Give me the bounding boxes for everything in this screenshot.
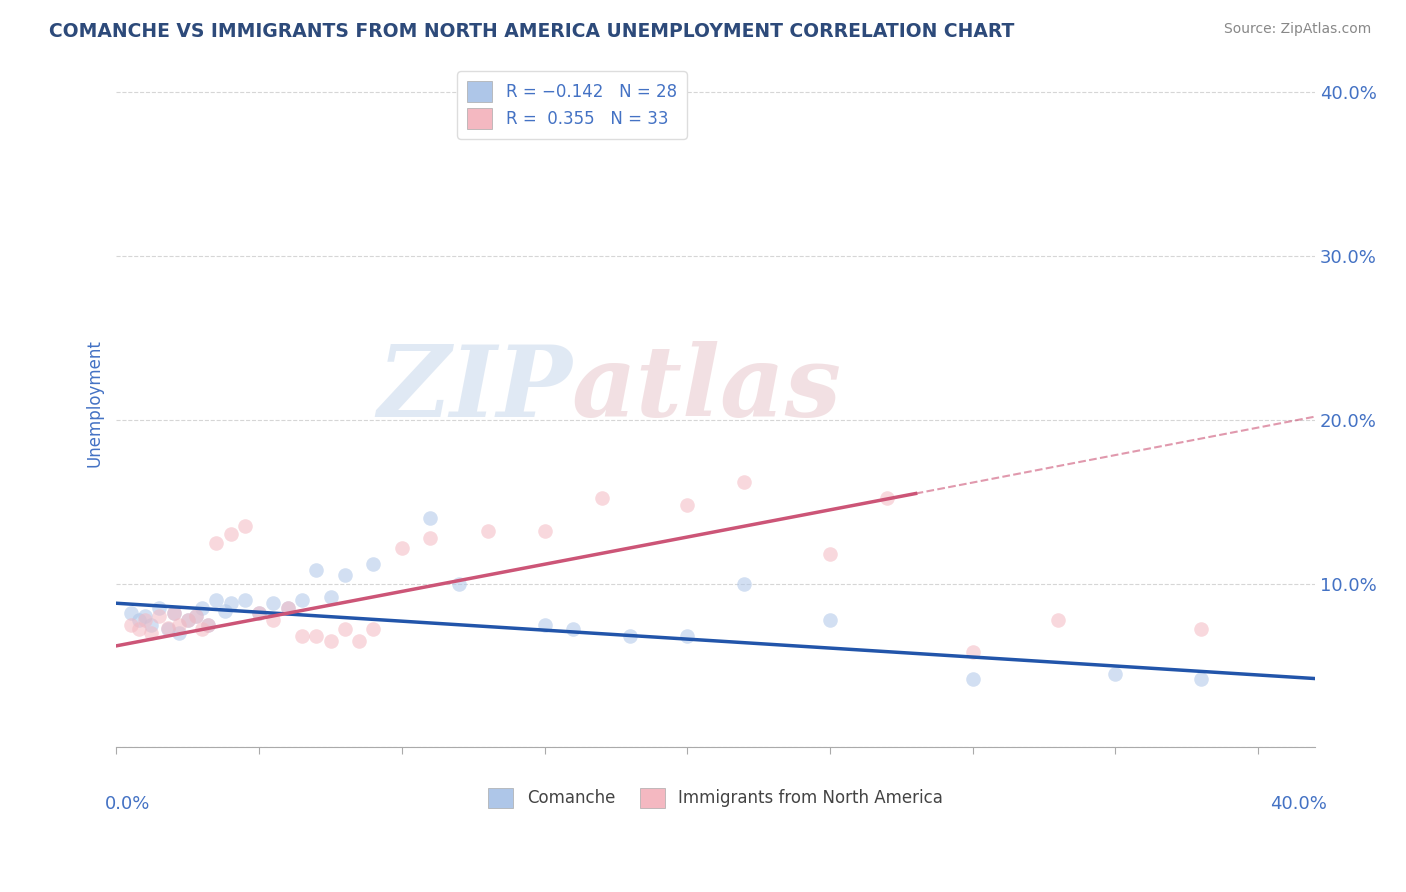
Point: [205, 535, 228, 549]
Point: [263, 596, 285, 610]
Point: [205, 593, 228, 607]
Point: [533, 617, 555, 632]
Point: [962, 672, 984, 686]
Point: [363, 557, 385, 571]
Point: [1189, 623, 1212, 637]
Point: [319, 634, 342, 648]
Point: [247, 606, 270, 620]
Point: [148, 609, 170, 624]
Point: [363, 623, 385, 637]
Point: [1104, 666, 1126, 681]
Point: [319, 590, 342, 604]
Point: [191, 623, 214, 637]
Point: [197, 617, 219, 632]
Point: [186, 609, 208, 624]
Point: [120, 606, 142, 620]
Point: [277, 601, 299, 615]
Point: [233, 519, 256, 533]
Point: [214, 604, 236, 618]
Point: [177, 613, 200, 627]
Point: [219, 527, 242, 541]
Y-axis label: Unemployment: Unemployment: [86, 340, 103, 467]
Point: [247, 606, 270, 620]
Point: [156, 621, 179, 635]
Text: Source: ZipAtlas.com: Source: ZipAtlas.com: [1223, 22, 1371, 37]
Point: [162, 606, 184, 620]
Point: [477, 524, 499, 539]
Point: [347, 634, 370, 648]
Point: [134, 613, 156, 627]
Point: [139, 625, 162, 640]
Point: [291, 593, 314, 607]
Point: [1189, 672, 1212, 686]
Point: [177, 613, 200, 627]
Point: [162, 606, 184, 620]
Point: [233, 593, 256, 607]
Point: [419, 531, 441, 545]
Point: [191, 601, 214, 615]
Point: [676, 629, 699, 643]
Point: [156, 623, 179, 637]
Point: [169, 625, 191, 640]
Point: [447, 576, 470, 591]
Text: 40.0%: 40.0%: [1270, 796, 1327, 814]
Point: [120, 617, 142, 632]
Point: [277, 601, 299, 615]
Point: [333, 568, 356, 582]
Point: [219, 596, 242, 610]
Point: [291, 629, 314, 643]
Point: [128, 613, 150, 627]
Point: [391, 541, 413, 555]
Legend: Comanche, Immigrants from North America: Comanche, Immigrants from North America: [482, 781, 950, 814]
Text: ZIP: ZIP: [377, 342, 572, 438]
Point: [818, 547, 841, 561]
Text: 0.0%: 0.0%: [104, 796, 150, 814]
Point: [148, 601, 170, 615]
Point: [186, 609, 208, 624]
Point: [733, 475, 755, 489]
Point: [562, 623, 585, 637]
Point: [128, 623, 150, 637]
Point: [419, 511, 441, 525]
Point: [676, 498, 699, 512]
Point: [263, 613, 285, 627]
Point: [733, 576, 755, 591]
Point: [333, 623, 356, 637]
Point: [305, 564, 328, 578]
Point: [169, 617, 191, 632]
Point: [962, 645, 984, 659]
Point: [134, 609, 156, 624]
Point: [139, 617, 162, 632]
Text: atlas: atlas: [572, 342, 842, 438]
Point: [619, 629, 641, 643]
Point: [533, 524, 555, 539]
Point: [876, 491, 898, 506]
Point: [591, 491, 613, 506]
Point: [305, 629, 328, 643]
Point: [197, 617, 219, 632]
Text: COMANCHE VS IMMIGRANTS FROM NORTH AMERICA UNEMPLOYMENT CORRELATION CHART: COMANCHE VS IMMIGRANTS FROM NORTH AMERIC…: [49, 22, 1015, 41]
Point: [818, 613, 841, 627]
Point: [1047, 613, 1070, 627]
